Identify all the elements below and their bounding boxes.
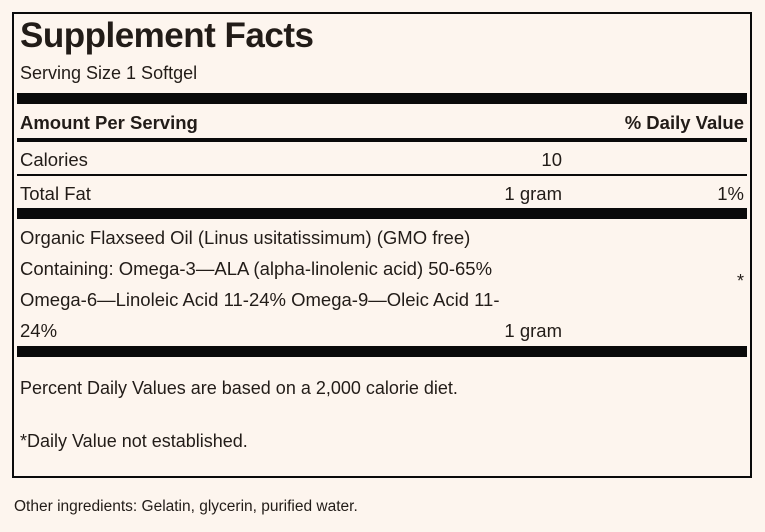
daily-value-header: % Daily Value <box>624 112 744 133</box>
column-header-row: Amount Per Serving % Daily Value <box>20 104 744 138</box>
serving-size-text: Serving Size 1 Softgel <box>20 63 198 83</box>
calories-dv <box>562 149 744 171</box>
divider-thick-bottom <box>17 346 747 357</box>
ingredient-block: Organic Flaxseed Oil (Linus usitatissimu… <box>20 219 744 346</box>
total-fat-dv: 1% <box>717 183 744 204</box>
divider-thin <box>17 174 747 176</box>
total-fat-row: Total Fat 1 gram 1% <box>20 176 744 208</box>
panel-title: Supplement Facts <box>20 16 314 55</box>
ingredient-amount-row: 24% 1 gram <box>20 315 744 346</box>
daily-value-not-established-footnote: *Daily Value not established. <box>20 431 248 451</box>
other-ingredients-text: Other ingredients: Gelatin, glycerin, pu… <box>14 498 358 515</box>
ingredient-dv-spacer <box>562 315 744 346</box>
amount-per-serving-header: Amount Per Serving <box>20 112 198 133</box>
ingredient-line: Omega-6—Linoleic Acid 11-24% Omega-9—Ole… <box>20 289 500 310</box>
ingredient-amount: 1 gram <box>504 320 562 341</box>
ingredient-line: Organic Flaxseed Oil (Linus usitatissimu… <box>20 227 471 248</box>
supplement-facts-panel: Supplement Facts Serving Size 1 Softgel … <box>12 12 752 478</box>
total-fat-label: Total Fat <box>20 183 91 204</box>
calories-amount: 10 <box>541 149 562 170</box>
ingredient-line: Containing: Omega-3—ALA (alpha-linolenic… <box>20 258 493 279</box>
divider-thick-middle <box>17 208 747 219</box>
calories-label: Calories <box>20 149 88 170</box>
calories-row: Calories 10 <box>20 142 744 174</box>
daily-value-asterisk: * <box>736 271 744 291</box>
total-fat-amount: 1 gram <box>504 183 562 204</box>
divider-medium <box>17 138 747 142</box>
divider-thick-top <box>17 93 747 104</box>
percent-daily-value-footnote: Percent Daily Values are based on a 2,00… <box>20 378 458 398</box>
ingredient-line-continued: 24% <box>20 320 58 341</box>
